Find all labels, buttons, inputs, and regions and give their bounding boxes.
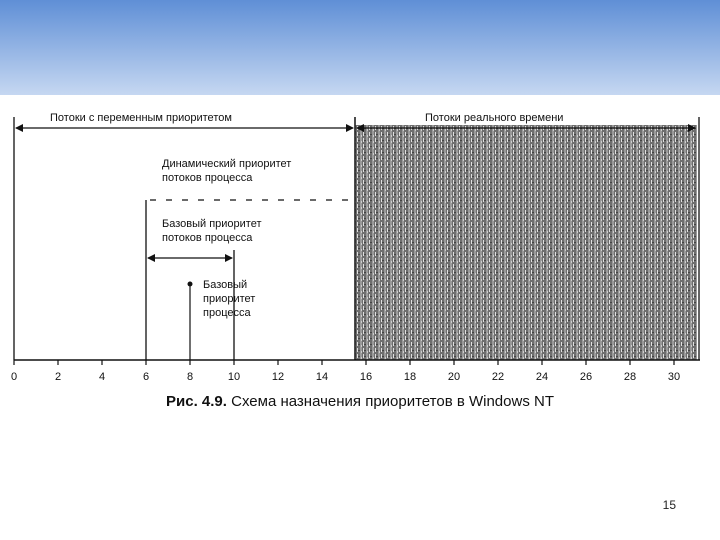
axis-tick-label: 30 [668,371,680,383]
axis-tick-label: 0 [11,371,17,383]
realtime-range-arrowhead-left [356,124,364,132]
axis-tick-label: 28 [624,371,636,383]
axis-tick-label: 12 [272,371,284,383]
axis-tick-label: 16 [360,371,372,383]
base-thread-priority-label-line2: потоков процесса [162,232,253,244]
base-thread-arrowhead-right [225,254,233,262]
process-base-priority-dot [187,281,193,287]
figure-caption: Рис. 4.9. Схема назначения приоритетов в… [0,393,720,410]
axis-tick-label: 20 [448,371,460,383]
base-thread-arrowhead-left [147,254,155,262]
process-base-priority-label-line3: процесса [203,307,251,319]
page-number: 15 [662,498,676,512]
axis-tick-label: 24 [536,371,548,383]
axis-tick-label: 2 [55,371,61,383]
axis-tick-label: 10 [228,371,240,383]
dynamic-priority-label-line1: Динамический приоритет [162,158,291,170]
variable-range-arrowhead-left [15,124,23,132]
variable-range-arrowhead-right [346,124,354,132]
axis-tick-label: 14 [316,371,328,383]
realtime-range-arrowhead-right [688,124,696,132]
realtime-threads-label: Потоки реального времени [425,112,563,124]
priority-diagram: 0 2 4 6 8 10 12 14 16 18 20 22 24 26 28 30 Потоки с пер… [0,95,720,435]
diagram-svg: 0 2 4 6 8 10 12 14 16 18 20 22 24 26 28 30 Потоки с пер… [11,112,700,383]
process-base-priority-label-line2: приоритет [203,293,255,305]
base-thread-priority-label-line1: Базовый приоритет [162,218,262,230]
dynamic-priority-label-line2: потоков процесса [162,172,253,184]
axis-tick-label: 4 [99,371,105,383]
figure-title: Схема назначения приоритетов в Windows N… [231,393,554,410]
axis-tick-label: 22 [492,371,504,383]
axis-tick-label: 6 [143,371,149,383]
variable-threads-label: Потоки с переменным приоритетом [50,112,232,124]
axis-tick-label: 26 [580,371,592,383]
axis-tick-label: 8 [187,371,193,383]
realtime-region [355,125,697,360]
axis-tick-label: 18 [404,371,416,383]
figure-number: Рис. 4.9. [166,393,227,410]
process-base-priority-label-line1: Базовый [203,279,247,291]
axis-ticks: 0 2 4 6 8 10 12 14 16 18 20 22 24 26 28 30 [11,360,680,383]
